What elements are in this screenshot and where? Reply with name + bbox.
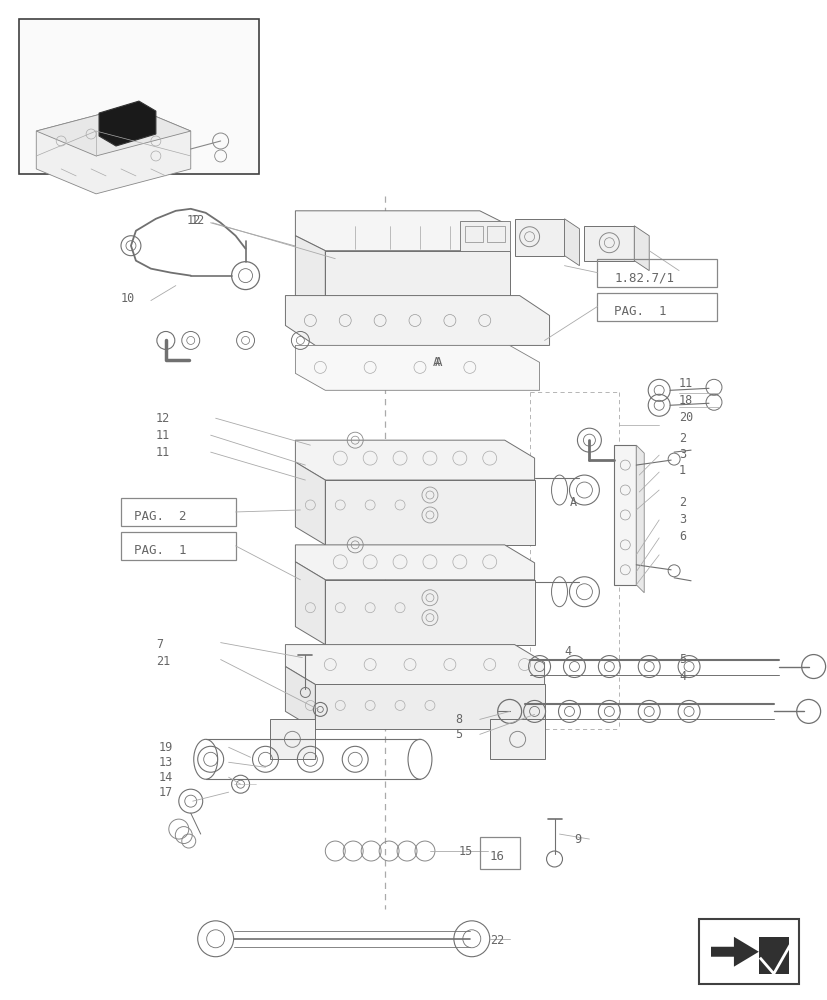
Bar <box>121 532 236 560</box>
Text: 13: 13 <box>159 756 173 769</box>
Polygon shape <box>635 445 643 593</box>
Text: A: A <box>569 496 576 509</box>
Text: 4: 4 <box>564 645 571 658</box>
Text: 6: 6 <box>678 530 686 543</box>
Polygon shape <box>710 937 758 967</box>
Text: 14: 14 <box>159 771 173 784</box>
Polygon shape <box>36 106 190 156</box>
Polygon shape <box>295 545 534 580</box>
Text: PAG.  1: PAG. 1 <box>134 544 186 557</box>
Text: 1.82.7/1: 1.82.7/1 <box>614 271 673 284</box>
Text: 5: 5 <box>454 728 461 741</box>
Polygon shape <box>295 345 539 390</box>
Polygon shape <box>325 480 534 545</box>
Text: 20: 20 <box>678 411 692 424</box>
Text: 22: 22 <box>489 934 504 947</box>
Text: 8: 8 <box>454 713 461 726</box>
Text: 3: 3 <box>678 513 686 526</box>
Text: 21: 21 <box>155 655 170 668</box>
Text: PAG.  1: PAG. 1 <box>614 305 666 318</box>
Polygon shape <box>633 226 648 271</box>
Bar <box>596 293 716 320</box>
Text: 11: 11 <box>678 377 692 390</box>
Text: 11: 11 <box>155 429 170 442</box>
Text: 17: 17 <box>159 786 173 799</box>
Bar <box>479 837 519 869</box>
Bar <box>464 226 482 242</box>
Polygon shape <box>295 236 325 311</box>
Polygon shape <box>295 440 534 480</box>
Text: 5: 5 <box>678 653 686 666</box>
Text: 12: 12 <box>190 214 205 227</box>
Text: 11: 11 <box>155 446 170 459</box>
Text: 19: 19 <box>159 741 173 754</box>
Text: 15: 15 <box>458 845 472 858</box>
Text: 12: 12 <box>155 412 170 425</box>
Text: 4: 4 <box>678 670 686 683</box>
Text: 1: 1 <box>678 464 686 477</box>
Polygon shape <box>758 937 788 974</box>
Polygon shape <box>295 211 509 251</box>
Polygon shape <box>325 580 534 645</box>
Polygon shape <box>295 462 325 545</box>
Bar <box>486 226 504 242</box>
Text: 2: 2 <box>678 496 686 509</box>
Polygon shape <box>285 667 315 729</box>
Text: 3: 3 <box>678 448 686 461</box>
Text: A: A <box>433 356 439 369</box>
Bar <box>121 498 236 526</box>
Bar <box>19 19 258 174</box>
Polygon shape <box>270 719 315 759</box>
Text: PAG.  2: PAG. 2 <box>134 510 186 523</box>
Polygon shape <box>295 562 325 645</box>
Polygon shape <box>285 645 544 684</box>
Text: 12: 12 <box>187 214 201 227</box>
Text: 16: 16 <box>489 850 504 863</box>
Text: 9: 9 <box>574 833 581 846</box>
Polygon shape <box>325 251 509 311</box>
Polygon shape <box>584 226 633 261</box>
Polygon shape <box>564 219 579 266</box>
Polygon shape <box>36 106 190 194</box>
Polygon shape <box>99 101 155 146</box>
Polygon shape <box>285 296 549 345</box>
Bar <box>698 919 798 984</box>
Polygon shape <box>459 221 509 251</box>
Text: 10: 10 <box>121 292 135 305</box>
Text: 2: 2 <box>678 432 686 445</box>
Polygon shape <box>315 684 544 729</box>
Bar <box>614 445 635 585</box>
Polygon shape <box>514 219 564 256</box>
Text: 18: 18 <box>678 394 692 407</box>
Bar <box>596 259 716 287</box>
Polygon shape <box>489 719 544 759</box>
Text: A: A <box>434 356 442 369</box>
Text: 7: 7 <box>155 638 163 651</box>
